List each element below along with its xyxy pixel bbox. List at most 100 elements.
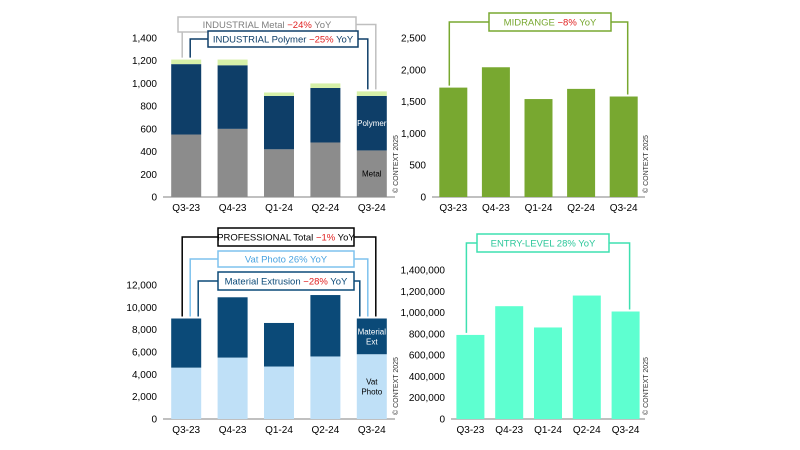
y-tick-label: 0 <box>420 193 426 204</box>
bar-professional-material-ext-2 <box>264 322 294 367</box>
bracket-left <box>189 38 208 58</box>
bar-industrial-metal-3 <box>310 142 341 197</box>
y-tick-label: 1,000,000 <box>401 308 446 319</box>
x-tick-label: Q1-24 <box>534 425 562 436</box>
callout-prefix: ENTRY-LEVEL <box>491 239 557 250</box>
bar-professional-vat-photo-4 <box>356 354 387 419</box>
y-tick-label: 8,000 <box>132 325 157 336</box>
bar-industrial-polymer-1 <box>217 65 248 129</box>
callout-suffix: YoY <box>312 20 332 31</box>
callout-change: 26% <box>289 255 309 266</box>
callout-prefix: Material Extrusion <box>225 277 304 288</box>
annotation-callout: PROFESSIONAL Total −1% YoY <box>181 227 377 317</box>
bar-industrial-polymer-2 <box>264 95 294 150</box>
y-tick-label: 400 <box>140 147 157 158</box>
y-tick-label: 800,000 <box>409 329 446 340</box>
x-tick-label: Q3-23 <box>172 203 200 214</box>
bar-entry-value-3 <box>572 295 601 419</box>
series-label-vat-photo: Vat <box>366 378 378 387</box>
bar-midrange-value-0 <box>439 87 468 197</box>
bar-entry-value-1 <box>495 306 524 419</box>
chart-professional: 0 2,000 4,000 6,000 8,000 10,000 12,000 Q3-23 Q4… <box>126 227 400 436</box>
y-tick-label: 0 <box>439 415 445 426</box>
x-tick-label: Q4-23 <box>495 425 523 436</box>
x-tick-label: Q4-23 <box>219 203 247 214</box>
chart-midrange: 0 500 1,000 1,500 2,000 2,500 Q3-23 Q4-23 Q1-24 Q… <box>401 12 650 214</box>
x-tick-label: Q4-23 <box>482 203 510 214</box>
x-tick-label: Q3-24 <box>610 203 638 214</box>
callout-suffix: YoY <box>328 277 348 288</box>
x-tick-label: Q1-24 <box>265 203 293 214</box>
callout-text: INDUSTRIAL Polymer −25% YoY <box>213 35 354 46</box>
bar-industrial-value-4 <box>356 91 387 96</box>
y-tick-label: 4,000 <box>132 370 157 381</box>
callout-change: −1% <box>316 233 336 244</box>
bar-industrial-value-3 <box>310 83 341 88</box>
callout-box <box>488 12 612 32</box>
y-tick-label: 1,000 <box>132 79 157 90</box>
y-tick-label: 400,000 <box>409 372 446 383</box>
bar-industrial-metal-4 <box>356 150 387 197</box>
callout-prefix: Vat Photo <box>245 255 289 266</box>
callout-box <box>217 250 355 268</box>
x-tick-label: Q3-23 <box>439 203 467 214</box>
y-tick-label: 200,000 <box>409 393 446 404</box>
x-tick-label: Q1-24 <box>525 203 553 214</box>
bracket-left <box>181 236 218 317</box>
bar-industrial-metal-2 <box>264 149 294 197</box>
bar-industrial-metal-1 <box>217 128 248 197</box>
bar-industrial-value-2 <box>264 92 294 96</box>
bracket-right <box>609 242 631 310</box>
watermark-text: © CONTEXT 2025 <box>392 357 400 415</box>
x-tick-label: Q3-23 <box>457 425 485 436</box>
bar-midrange-value-1 <box>481 67 510 197</box>
annotation-callout: ENTRY-LEVEL 28% YoY <box>465 233 631 333</box>
series-label-metal: Metal <box>362 170 382 179</box>
callout-prefix: MIDRANGE <box>504 18 558 29</box>
annotation-callout: INDUSTRIAL Metal −24% YoY <box>177 16 377 90</box>
y-tick-label: 1,000 <box>401 129 426 140</box>
bar-industrial-metal-0 <box>171 134 202 197</box>
series-label-material-ext: Material <box>358 327 387 336</box>
annotation-callout: INDUSTRIAL Polymer −25% YoY <box>189 30 369 90</box>
y-tick-label: 6,000 <box>132 348 157 359</box>
watermark-text: © CONTEXT 2025 <box>392 135 400 193</box>
y-tick-label: 1,200 <box>132 56 157 67</box>
callout-suffix: YoY <box>334 35 354 46</box>
x-tick-label: Q3-24 <box>358 203 386 214</box>
x-tick-label: Q4-23 <box>219 425 247 436</box>
y-tick-label: 0 <box>151 415 157 426</box>
callout-suffix: YoY <box>577 18 597 29</box>
callout-suffix: YoY <box>576 239 596 250</box>
callout-text: Material Extrusion −28% YoY <box>225 277 348 288</box>
callout-text: PROFESSIONAL Total −1% YoY <box>217 233 355 244</box>
y-tick-label: 0 <box>151 193 157 204</box>
callout-suffix: YoY <box>335 233 355 244</box>
annotation-callout: MIDRANGE −8% YoY <box>448 12 629 95</box>
annotation-callout: Vat Photo 26% YoY <box>189 250 369 317</box>
x-tick-label: Q2-24 <box>573 425 601 436</box>
annotation-callout: Material Extrusion −28% YoY <box>197 271 361 317</box>
callout-text: ENTRY-LEVEL 28% YoY <box>491 239 596 250</box>
callout-change: −24% <box>287 20 312 31</box>
bar-midrange-value-4 <box>609 96 638 197</box>
watermark-text: © CONTEXT 2025 <box>642 357 650 415</box>
bar-professional-vat-photo-2 <box>264 366 294 419</box>
x-tick-label: Q1-24 <box>265 425 293 436</box>
bracket-right <box>358 38 369 90</box>
y-tick-label: 10,000 <box>126 303 157 314</box>
callout-box <box>476 233 610 253</box>
bar-professional-material-ext-4 <box>356 318 387 355</box>
series-label-vat-photo: Photo <box>361 388 382 397</box>
callout-text: MIDRANGE −8% YoY <box>504 18 597 29</box>
bar-industrial-polymer-4 <box>356 95 387 151</box>
bar-professional-vat-photo-3 <box>310 356 341 419</box>
callout-change: −8% <box>558 18 578 29</box>
callout-box <box>217 271 355 291</box>
bar-industrial-polymer-0 <box>171 64 202 135</box>
callout-prefix: INDUSTRIAL Polymer <box>213 35 309 46</box>
bracket-left <box>465 242 477 333</box>
callout-text: INDUSTRIAL Metal −24% YoY <box>203 20 332 31</box>
y-tick-label: 200 <box>140 170 157 181</box>
